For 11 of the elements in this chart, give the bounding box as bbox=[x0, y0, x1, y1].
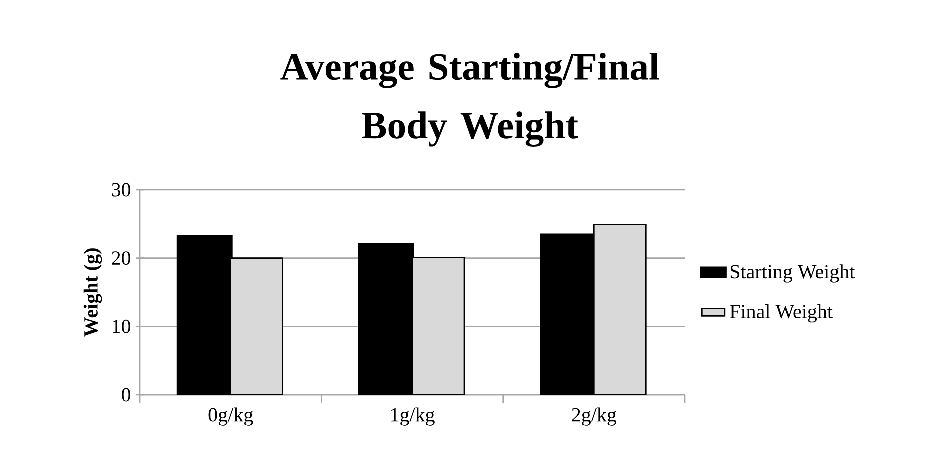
y-tick-label: 10 bbox=[113, 320, 131, 334]
x-tick-label: 0g/kg bbox=[208, 408, 254, 426]
x-tick-label: 2g/kg bbox=[572, 408, 617, 426]
legend-label: Starting Weight bbox=[730, 264, 856, 283]
y-tick-label: 20 bbox=[112, 252, 131, 266]
x-tick-label: 1g/kg bbox=[391, 408, 435, 426]
y-axis-title: Weight (g) bbox=[84, 248, 102, 337]
legend-label: Final Weight bbox=[730, 304, 833, 323]
y-tick-label: 0 bbox=[122, 388, 131, 402]
chart-title: Average Starting/Final Body Weight bbox=[280, 52, 660, 147]
y-tick-label: 30 bbox=[112, 183, 131, 197]
